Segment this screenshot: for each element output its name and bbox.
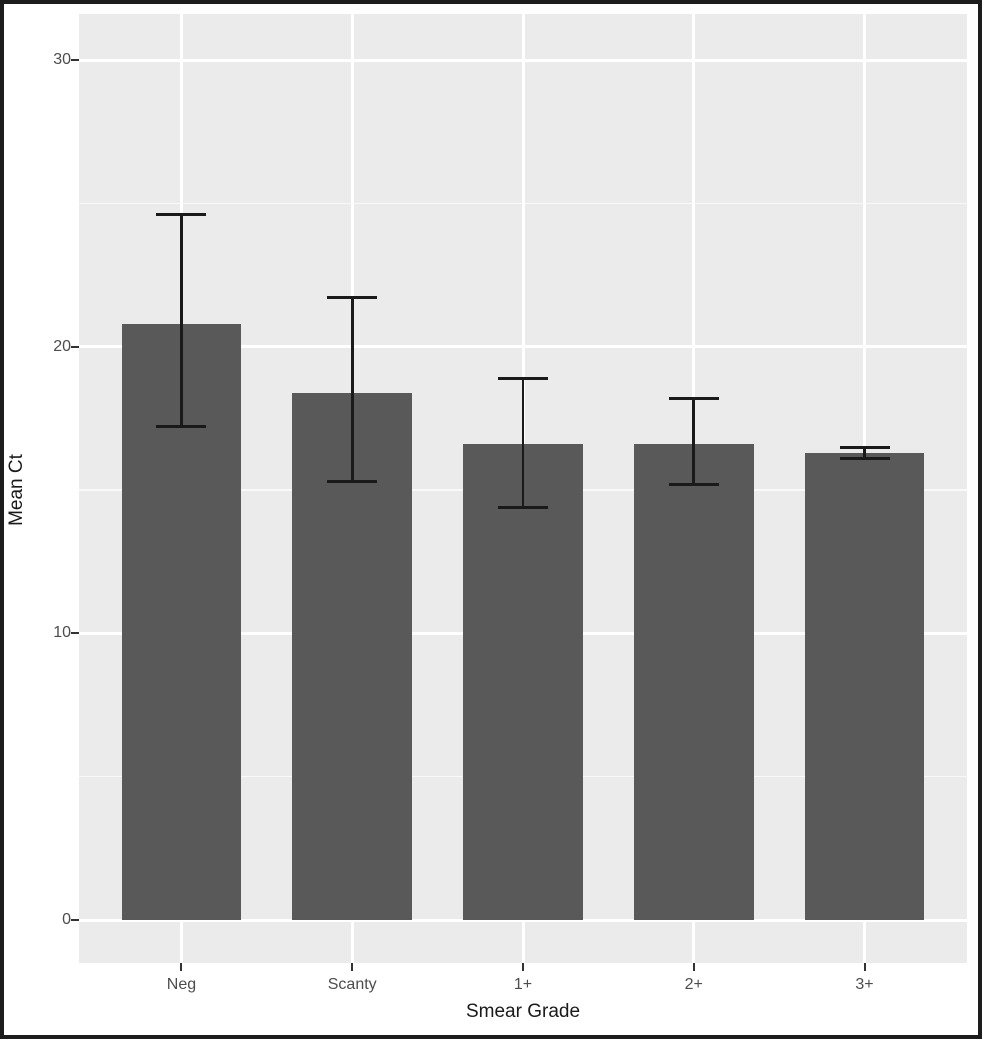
error-bar-cap-bottom-2plus <box>668 482 719 486</box>
x-tick-mark <box>351 963 354 971</box>
x-tick-label-1plus: 1+ <box>513 976 533 993</box>
error-bar-stem-neg <box>180 214 183 427</box>
error-bar-stem-scanty <box>350 297 354 482</box>
x-tick-mark <box>522 963 524 971</box>
y-tick-mark <box>71 345 79 348</box>
error-bar-stem-2plus <box>692 398 696 485</box>
error-bar-stem-1plus <box>521 378 525 508</box>
error-bar-cap-top-neg <box>156 213 207 217</box>
y-tick-mark <box>71 59 79 61</box>
error-bar-cap-bottom-3plus <box>839 456 890 460</box>
y-tick-label: 30 <box>53 51 71 68</box>
x-tick-label-scanty: Scanty <box>327 976 377 993</box>
error-bar-cap-top-3plus <box>839 445 890 449</box>
y-tick-mark <box>71 632 79 635</box>
x-axis-title: Smear Grade <box>465 1001 581 1022</box>
y-tick-mark <box>71 919 79 921</box>
y-tick-label: 10 <box>53 624 71 642</box>
error-bar-cap-top-2plus <box>668 396 719 400</box>
x-tick-label-3plus: 3+ <box>855 976 874 993</box>
x-tick-label-neg: Neg <box>166 976 197 993</box>
error-bar-stem-3plus <box>863 447 866 459</box>
bar-2plus <box>634 444 754 920</box>
y-axis-title: Mean Ct <box>6 454 27 526</box>
bar-1plus <box>463 444 583 920</box>
error-bar-cap-bottom-neg <box>156 425 207 429</box>
error-bar-cap-top-1plus <box>498 376 548 380</box>
y-tick-label: 0 <box>62 911 71 928</box>
error-bar-cap-top-scanty <box>327 296 378 300</box>
x-tick-mark <box>692 963 695 971</box>
plot-panel <box>79 14 967 963</box>
bar-3plus <box>804 452 925 920</box>
error-bar-cap-bottom-scanty <box>327 479 378 483</box>
error-bar-cap-bottom-1plus <box>498 505 548 509</box>
x-tick-mark <box>863 963 866 971</box>
y-tick-label: 20 <box>53 337 71 355</box>
x-tick-label-2plus: 2+ <box>684 976 703 993</box>
x-tick-mark <box>180 963 183 971</box>
